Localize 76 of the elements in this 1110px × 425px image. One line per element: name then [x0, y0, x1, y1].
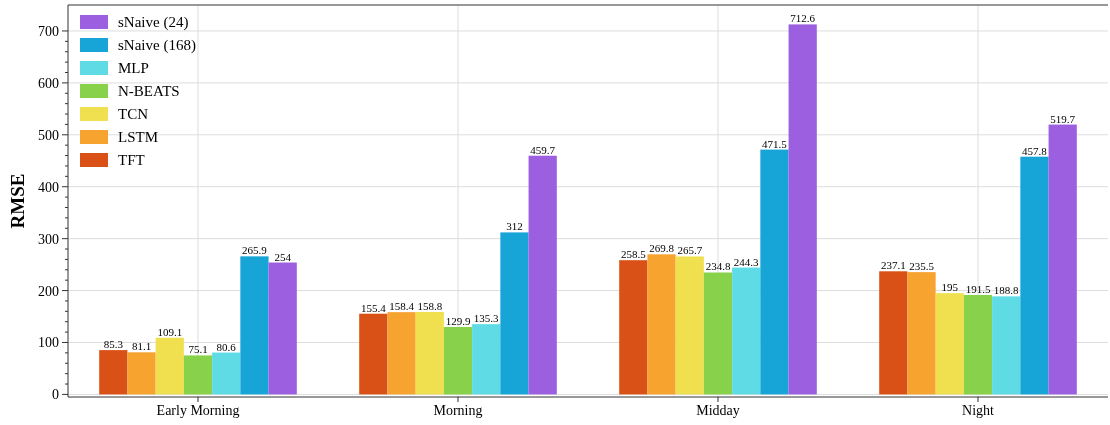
bar	[443, 326, 473, 395]
legend-label: TCN	[118, 106, 149, 122]
bar	[240, 256, 269, 395]
data-label: 459.7	[530, 143, 556, 156]
bar	[268, 262, 297, 395]
bar	[675, 256, 704, 395]
data-label: 269.8	[649, 242, 675, 255]
data-label: 235.5	[909, 260, 935, 273]
bar	[212, 352, 241, 395]
x-tick-label: Midday	[696, 403, 740, 418]
bar	[127, 352, 156, 395]
data-label: 109.1	[157, 325, 183, 338]
bar	[935, 293, 964, 395]
data-label: 80.6	[216, 340, 237, 353]
x-tick-label: Night	[962, 403, 995, 418]
data-label: 234.8	[705, 260, 731, 273]
data-label: 244.3	[733, 255, 760, 268]
legend-label: LSTM	[118, 129, 159, 145]
bar	[472, 324, 501, 395]
data-label: 312	[506, 220, 523, 233]
bar	[359, 313, 388, 395]
data-label: 258.5	[620, 248, 647, 261]
bar	[155, 337, 184, 395]
bar	[99, 350, 128, 395]
data-label: 158.8	[417, 299, 443, 312]
data-label: 457.8	[1022, 144, 1048, 157]
data-label: 155.4	[360, 301, 387, 314]
x-tick-label: Morning	[433, 403, 483, 418]
bar	[500, 232, 529, 395]
y-tick-label: 400	[38, 179, 59, 195]
bar	[963, 294, 993, 395]
bar	[619, 260, 648, 395]
x-tick-label: Early Morning	[156, 403, 240, 418]
y-tick-label: 100	[38, 335, 59, 351]
bar	[703, 272, 733, 395]
y-tick-label: 600	[38, 75, 59, 91]
bar	[387, 312, 416, 395]
data-label: 191.5	[965, 282, 991, 295]
legend-label: N-BEATS	[118, 83, 180, 99]
data-label: 81.1	[131, 340, 152, 353]
y-tick-label: 200	[38, 283, 59, 299]
y-tick-label: 300	[38, 231, 59, 247]
data-label: 519.7	[1050, 112, 1076, 125]
data-label: 75.1	[188, 343, 208, 356]
data-label: 195	[941, 281, 959, 294]
y-tick-label: 0	[52, 387, 59, 403]
y-tick-label: 500	[38, 127, 59, 143]
data-label: 188.8	[993, 284, 1020, 297]
bar	[760, 149, 789, 395]
data-label: 265.9	[242, 244, 268, 257]
data-label: 129.9	[445, 314, 471, 327]
legend-label: MLP	[118, 60, 149, 76]
bar	[183, 355, 213, 395]
data-label: 265.7	[677, 244, 703, 257]
data-label: 237.1	[880, 259, 906, 272]
bar	[528, 155, 557, 395]
bar	[788, 24, 817, 395]
bar	[992, 296, 1021, 395]
bar	[907, 272, 936, 395]
bar	[647, 254, 676, 395]
y-tick-label: 700	[38, 23, 59, 39]
bar	[1048, 124, 1077, 395]
bar	[879, 271, 908, 395]
legend-label: sNaive (24)	[118, 14, 189, 31]
data-label: 254	[274, 250, 292, 263]
y-axis-title: RMSE	[7, 173, 28, 229]
legend-label: TFT	[118, 152, 145, 168]
data-label: 85.3	[103, 338, 124, 351]
bar	[415, 311, 444, 395]
data-label: 712.6	[790, 12, 816, 25]
data-label: 135.3	[473, 312, 500, 325]
bar	[732, 267, 761, 395]
data-label: 158.4	[389, 300, 415, 313]
bar	[1020, 156, 1049, 395]
data-label: 471.5	[762, 137, 788, 150]
legend-label: sNaive (168)	[118, 37, 196, 54]
